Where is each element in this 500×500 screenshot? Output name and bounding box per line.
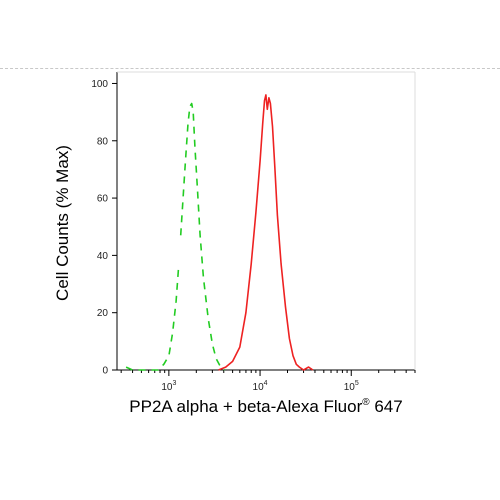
y-ticks: 0 20 40 60 80 100 [91, 79, 117, 377]
top-dashed-rule [0, 68, 500, 69]
y-tick-label-60: 60 [97, 194, 109, 205]
y-tick-label-100: 100 [91, 79, 108, 90]
series-1-red-solid [218, 94, 314, 371]
y-tick-label-40: 40 [97, 251, 109, 262]
x-axis-label-registered: ® [362, 397, 370, 408]
y-tick-label-0: 0 [102, 366, 108, 377]
x-axis-label: PP2A alpha + beta-Alexa Fluor® 647 [129, 397, 402, 416]
x-tick-label-10-5: 105 [344, 380, 359, 393]
y-axis-label: Cell Counts (% Max) [53, 145, 72, 301]
x-tick-label-10-4: 104 [253, 380, 268, 393]
series-2-green-dashed [125, 266, 180, 371]
plot-area: 0 20 40 60 80 100 103 104 105 [91, 71, 416, 393]
x-axis-label-main: PP2A alpha + beta-Alexa Fluor [129, 397, 362, 416]
y-tick-label-80: 80 [97, 136, 109, 147]
x-ticks: 103 104 105 [120, 370, 416, 393]
y-tick-label-20: 20 [97, 308, 109, 319]
x-tick-label-10-3: 103 [161, 380, 176, 393]
x-axis-label-suffix: 647 [370, 397, 403, 416]
series-layer [125, 94, 314, 371]
series-0-green-dashed [179, 102, 226, 371]
